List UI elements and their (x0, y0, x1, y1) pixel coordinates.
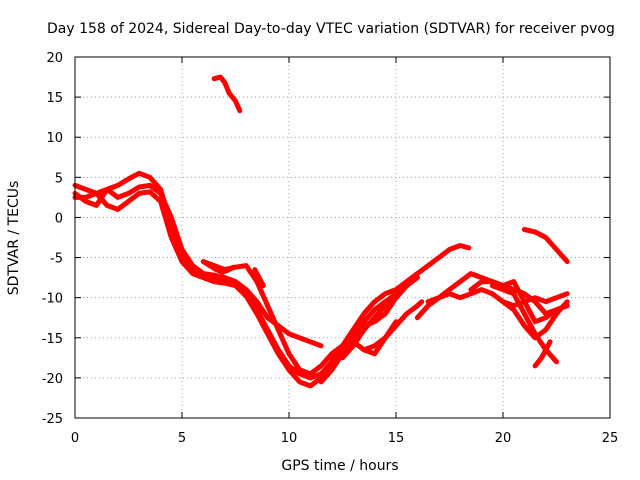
x-tick-label: 15 (388, 431, 405, 446)
series-line-s3 (72, 182, 324, 349)
series-line-s14 (521, 227, 570, 265)
x-axis-label: GPS time / hours (281, 458, 398, 474)
series-line-s13 (532, 339, 553, 369)
grid-lines (75, 57, 610, 418)
series-line-s16 (200, 259, 236, 275)
series-line-s6 (340, 275, 416, 361)
series-line-s12 (500, 299, 570, 341)
y-tick-label: 10 (46, 131, 63, 146)
x-axis-ticks: 0 5 10 15 20 25 (71, 57, 618, 446)
y-tick-label: -15 (42, 332, 63, 347)
x-tick-label: 20 (495, 431, 512, 446)
series-line-s5 (318, 243, 472, 385)
series-line-s10 (468, 279, 570, 325)
y-tick-label: 20 (46, 51, 63, 66)
series-line-s17 (252, 267, 266, 289)
y-axis-ticks: 20 15 10 5 0 -5 -10 -15 -20 -25 (42, 51, 610, 427)
plot-frame (74, 56, 611, 419)
y-tick-label: 15 (46, 91, 63, 106)
series-line-s7 (361, 299, 425, 353)
y-tick-label: -20 (42, 372, 63, 387)
x-tick-label: 10 (281, 431, 298, 446)
series-group (72, 74, 570, 389)
y-tick-label: -10 (42, 292, 63, 307)
x-tick-label: 5 (178, 431, 186, 446)
y-tick-label: 5 (55, 171, 63, 186)
x-tick-label: 25 (602, 431, 619, 446)
x-tick-label: 0 (71, 431, 79, 446)
y-tick-label: -25 (42, 412, 63, 427)
y-tick-label: -5 (50, 252, 63, 267)
y-axis-label: SDTVAR / TECUs (6, 181, 22, 296)
chart-title: Day 158 of 2024, Sidereal Day-to-day VTE… (47, 21, 615, 37)
series-line-s15 (211, 74, 243, 114)
y-tick-label: 0 (55, 211, 63, 226)
